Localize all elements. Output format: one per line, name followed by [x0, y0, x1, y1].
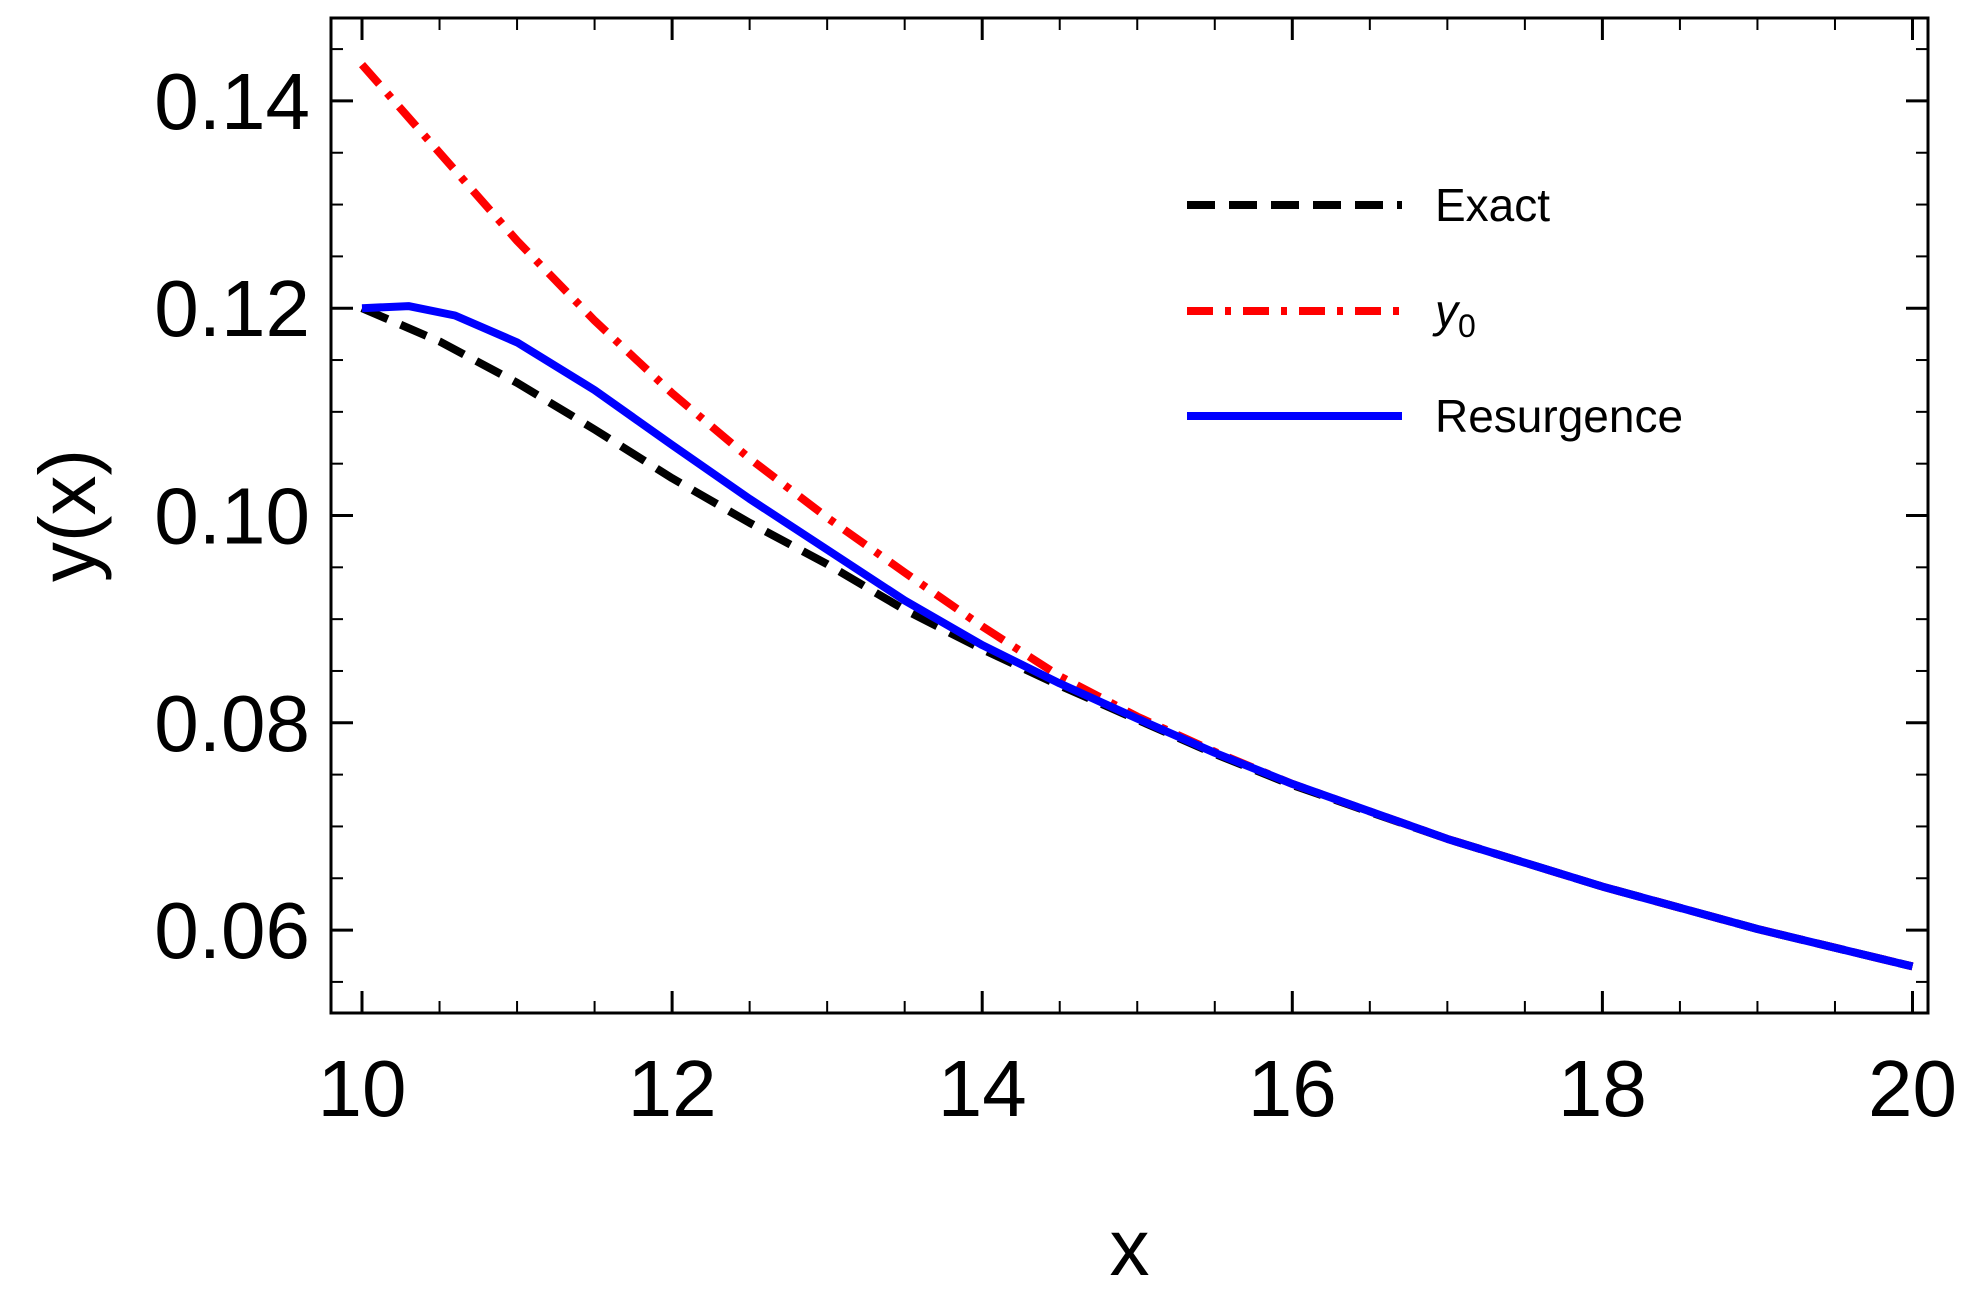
x-tick-label: 16: [1248, 1044, 1337, 1133]
plot-frame: [329, 16, 1930, 1015]
legend-label-subscript: 0: [1458, 308, 1476, 344]
x-tick-label: 12: [628, 1044, 717, 1133]
x-tick-label: 20: [1868, 1044, 1957, 1133]
axis-ticks: [331, 18, 1928, 1013]
y-tick-label: 0.14: [154, 57, 310, 146]
x-tick-label: 14: [938, 1044, 1027, 1133]
legend: Exact y0 Resurgence: [1187, 179, 1683, 442]
data-series: [358, 61, 1914, 971]
tick-labels: 10 12 14 16 18 20 0.06 0.08 0.10 0.12 0.14: [154, 57, 1957, 1133]
y-tick-label: 0.10: [154, 472, 310, 561]
series-line-3: [361, 302, 1914, 971]
y-tick-label: 0.06: [154, 886, 310, 975]
x-tick-label: 18: [1558, 1044, 1647, 1133]
y-tick-label: 0.12: [154, 264, 310, 353]
y-axis-title: y(x): [23, 449, 112, 582]
x-axis-title: x: [1110, 1203, 1150, 1290]
legend-label: y0: [1432, 285, 1476, 344]
x-tick-label: 10: [318, 1044, 407, 1133]
y-tick-label: 0.08: [154, 679, 310, 768]
legend-label: Resurgence: [1435, 390, 1683, 442]
legend-label-main: y: [1432, 285, 1461, 337]
legend-label: Exact: [1435, 179, 1550, 231]
